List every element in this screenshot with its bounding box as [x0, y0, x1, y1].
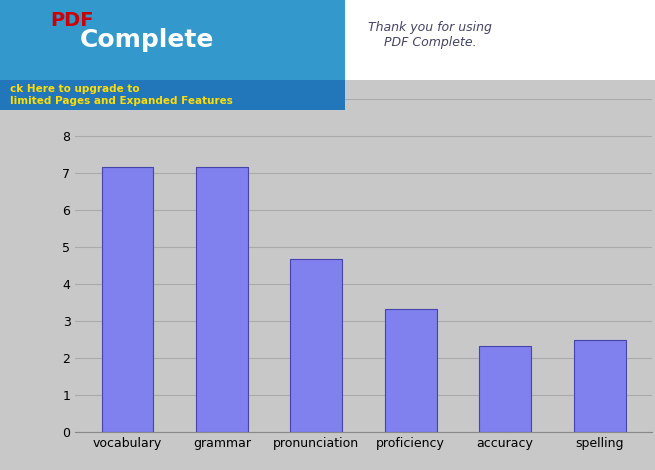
Text: Complete: Complete	[80, 28, 214, 52]
Text: ck Here to upgrade to
limited Pages and Expanded Features: ck Here to upgrade to limited Pages and …	[10, 84, 233, 106]
Bar	[290, 259, 343, 432]
Text: PDF: PDF	[50, 10, 94, 30]
Bar	[0, 0, 345, 80]
Text: Thank you for using
PDF Complete.: Thank you for using PDF Complete.	[368, 21, 492, 49]
Bar	[574, 340, 626, 432]
Bar	[345, 0, 655, 80]
Bar	[102, 166, 153, 432]
Bar	[384, 309, 437, 432]
Bar	[196, 166, 248, 432]
Bar	[0, 80, 345, 110]
Bar	[479, 346, 531, 432]
